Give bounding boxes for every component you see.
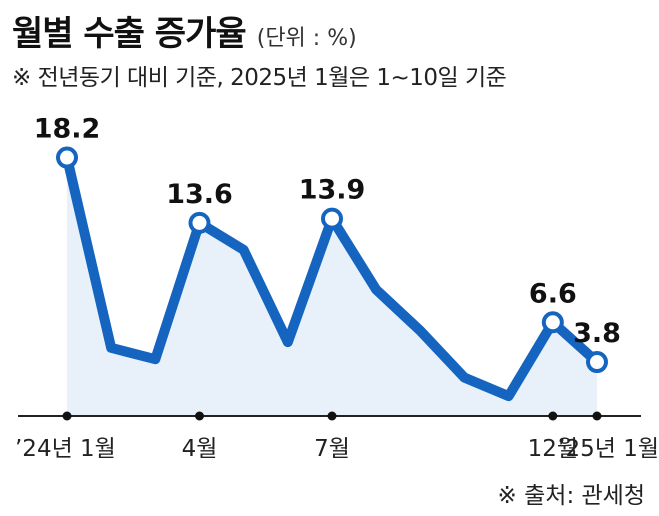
data-label-1: 18.2: [34, 114, 101, 145]
point-layer: [56, 146, 608, 374]
data-point-7: [321, 207, 343, 230]
tick-mark-1: [62, 411, 72, 421]
source-note: ※ 출처: 관세청: [497, 483, 645, 509]
tick-mark-7: [327, 411, 337, 421]
tick-mark-12: [548, 411, 558, 421]
data-label-4: 13.6: [166, 179, 233, 210]
area-layer: [67, 157, 597, 416]
tick-layer: ’24년 1월 4월 7월 12월’25년 1월: [15, 411, 659, 462]
data-point-4: [188, 211, 211, 234]
tick-label-12: 12월: [528, 436, 578, 462]
tick-mark-4: [195, 411, 204, 421]
tick-label-7: 7월: [314, 436, 350, 462]
data-point-13: [586, 351, 608, 374]
tick-label-1: ’24년 1월: [15, 436, 116, 462]
area-fill: [67, 157, 597, 416]
tick-mark-13: [592, 411, 602, 421]
label-layer: 18.2 13.6 13.9 6.6 3.8: [34, 114, 621, 349]
data-label-12: 6.6: [529, 278, 577, 309]
tick-label-4: 4월: [182, 436, 218, 462]
title-row: 월별 수출 증가율 (단위 : %): [12, 6, 357, 55]
data-label-7: 13.9: [299, 175, 366, 206]
data-point-12: [541, 311, 564, 334]
data-label-13: 3.8: [573, 318, 621, 349]
tick-label-13: ’25년 1월: [558, 436, 659, 462]
data-point-1: [56, 146, 78, 169]
chart-note: ※ 전년동기 대비 기준, 2025년 1월은 1~10일 기준: [12, 65, 507, 91]
chart-title: 월별 수출 증가율: [12, 14, 247, 54]
unit-label: (단위 : %): [256, 26, 357, 51]
